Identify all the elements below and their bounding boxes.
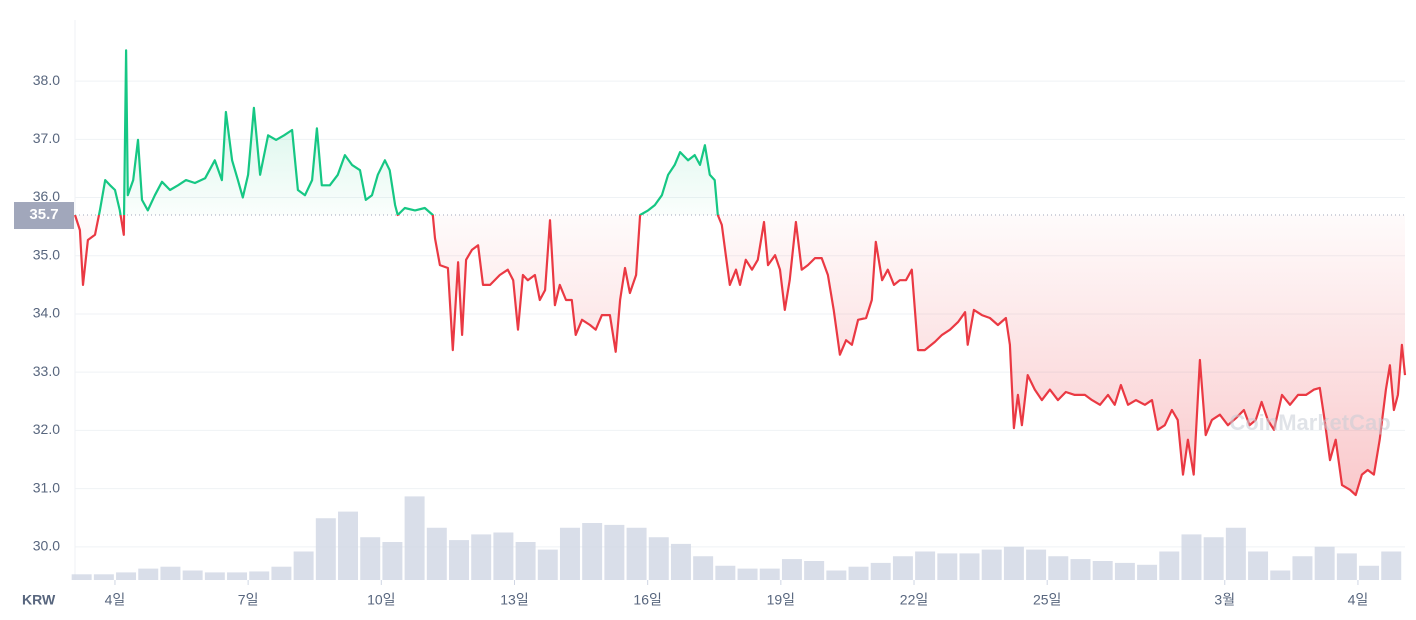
volume-bar xyxy=(1381,551,1402,580)
volume-bar xyxy=(781,559,802,580)
volume-bar xyxy=(826,570,847,580)
volume-bar xyxy=(582,523,603,580)
volume-bar xyxy=(160,566,181,580)
volume-bar xyxy=(1292,556,1313,580)
x-tick-label: 25일 xyxy=(1033,592,1061,608)
volume-bar xyxy=(138,568,159,580)
x-tick-label: 3월 xyxy=(1214,592,1235,608)
volume-bar xyxy=(892,556,913,580)
volume-bar xyxy=(1003,546,1024,580)
volume-bar xyxy=(915,551,936,580)
x-tick-label: 22일 xyxy=(900,592,928,608)
volume-bar xyxy=(1137,564,1158,580)
volume-bar xyxy=(382,542,403,580)
volume-bar xyxy=(648,537,669,580)
x-tick-label: 4일 xyxy=(1348,592,1369,608)
volume-bar xyxy=(1248,551,1269,580)
y-tick-label: 32.0 xyxy=(33,421,60,437)
volume-bar xyxy=(315,518,336,580)
y-tick-label: 36.0 xyxy=(33,188,60,204)
volume-bar xyxy=(227,572,248,580)
volume-bar xyxy=(1181,534,1202,580)
volume-bar xyxy=(848,566,869,580)
volume-bar xyxy=(559,527,580,580)
area-fill xyxy=(75,50,1405,496)
volume-bar xyxy=(404,496,425,580)
volume-bar xyxy=(959,553,980,580)
volume-bar xyxy=(693,556,714,580)
x-tick-label: 13일 xyxy=(500,592,528,608)
x-tick-label: 19일 xyxy=(767,592,795,608)
x-tick-label: 10일 xyxy=(367,592,395,608)
volume-bar xyxy=(937,553,958,580)
volume-bar xyxy=(804,561,825,580)
volume-bar xyxy=(604,524,625,580)
volume-bar xyxy=(360,537,381,580)
volume-bar xyxy=(670,543,691,580)
volume-bar xyxy=(737,568,758,580)
volume-bar xyxy=(981,549,1002,580)
volume-bar xyxy=(116,572,137,580)
y-tick-label: 38.0 xyxy=(33,72,60,88)
volume-bar xyxy=(1026,549,1047,580)
volume-bar xyxy=(249,571,270,580)
y-tick-label: 34.0 xyxy=(33,305,60,321)
volume-bar xyxy=(471,534,492,580)
volume-bar xyxy=(182,570,203,580)
reference-badge xyxy=(14,202,74,230)
volume-bar xyxy=(515,542,536,580)
y-tick-label: 37.0 xyxy=(33,130,60,146)
volume-bar xyxy=(1203,537,1224,580)
x-tick-label: 16일 xyxy=(633,592,661,608)
volume-bar xyxy=(1270,570,1291,580)
volume-bar xyxy=(1159,551,1180,580)
volume-bar xyxy=(1359,565,1380,580)
volume-bar xyxy=(204,572,225,580)
volume-bar xyxy=(715,565,736,580)
volume-bar xyxy=(1314,546,1335,580)
watermark: CoinMarketCap xyxy=(1229,410,1390,435)
y-tick-label: 30.0 xyxy=(33,538,60,554)
volume-bar xyxy=(93,574,114,580)
volume-bar xyxy=(426,527,447,580)
volume-bar xyxy=(1225,527,1246,580)
volume-bar xyxy=(271,566,292,580)
volume-bar xyxy=(870,562,891,580)
y-tick-label: 33.0 xyxy=(33,363,60,379)
volume-bar xyxy=(1070,559,1091,580)
currency-label: KRW xyxy=(22,592,56,608)
reference-label: 35.7 xyxy=(29,206,58,223)
y-tick-label: 31.0 xyxy=(33,479,60,495)
volume-bar xyxy=(293,551,314,580)
volume-bar xyxy=(1336,553,1357,580)
volume-bar xyxy=(1048,556,1069,580)
volume-bar xyxy=(626,527,647,580)
y-tick-label: 35.0 xyxy=(33,246,60,262)
volume-bar xyxy=(71,574,92,580)
volume-bar xyxy=(338,511,359,580)
volume-bar xyxy=(759,568,780,580)
volume-bar xyxy=(1092,561,1113,580)
x-tick-label: 7일 xyxy=(238,592,259,608)
volume-bar xyxy=(1114,562,1135,580)
volume-bar xyxy=(493,532,514,580)
volume-bar xyxy=(537,549,558,580)
price-line xyxy=(73,49,1407,497)
volume-bar xyxy=(449,540,469,580)
x-tick-label: 4일 xyxy=(105,592,126,608)
